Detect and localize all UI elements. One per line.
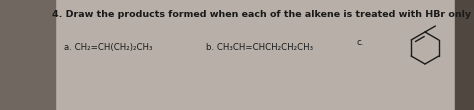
Text: c.: c. — [356, 38, 364, 47]
Bar — [0, 0, 55, 110]
Text: a. CH₂=CH(CH₂)₂CH₃: a. CH₂=CH(CH₂)₂CH₃ — [64, 42, 152, 51]
Text: b. CH₃CH=CHCH₂CH₂CH₃: b. CH₃CH=CHCH₂CH₂CH₃ — [207, 42, 314, 51]
Text: 4. Draw the products formed when each of the alkene is treated with HBr only: 4. Draw the products formed when each of… — [53, 10, 472, 19]
Bar — [455, 0, 474, 110]
